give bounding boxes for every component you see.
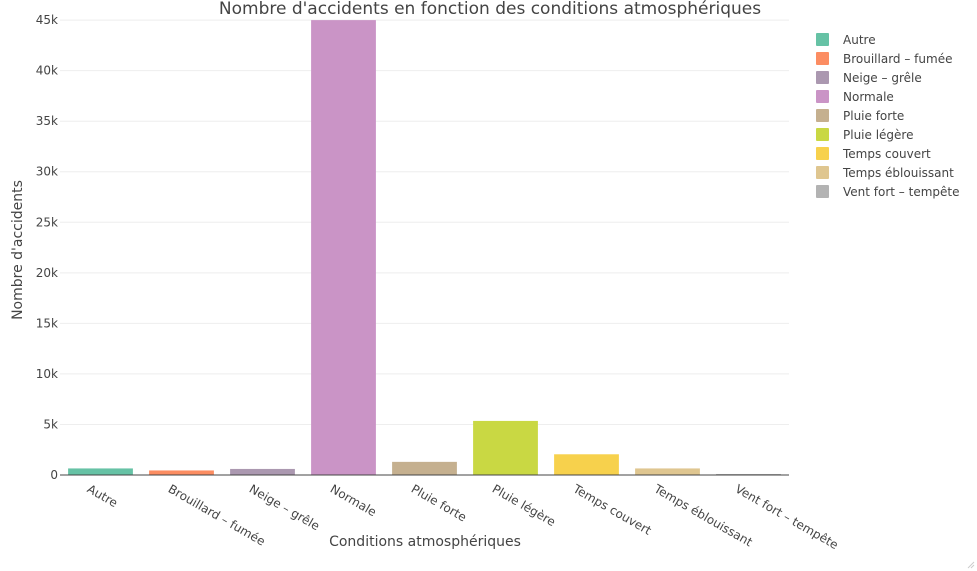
resize-grip-icon[interactable] [967, 561, 975, 569]
legend-swatch [816, 33, 829, 46]
bar[interactable] [716, 473, 781, 475]
y-axis-ticks: 0 5k 10k 15k 20k 25k 30k 35k 40k 45k [36, 13, 58, 482]
legend-item[interactable]: Pluie forte [816, 106, 959, 125]
legend-item[interactable]: Neige – grêle [816, 68, 959, 87]
x-tick-label: Neige – grêle [247, 482, 322, 533]
legend-item[interactable]: Temps couvert [816, 144, 959, 163]
legend-item[interactable]: Autre [816, 30, 959, 49]
x-tick-label: Pluie forte [409, 482, 469, 525]
x-tick-label: Autre [85, 482, 120, 510]
legend-swatch [816, 52, 829, 65]
x-axis-title: Conditions atmosphériques [329, 534, 521, 550]
bar[interactable] [230, 468, 295, 475]
legend-swatch [816, 166, 829, 179]
y-tick-label: 40k [36, 64, 58, 78]
y-tick-label: 30k [36, 165, 58, 179]
gridlines [60, 19, 789, 425]
y-tick-label: 20k [36, 266, 58, 280]
bar[interactable] [392, 461, 457, 475]
bar[interactable] [149, 470, 214, 475]
legend-label: Vent fort – tempête [843, 184, 960, 199]
bar[interactable] [554, 454, 619, 475]
y-tick-label: 0 [50, 468, 58, 482]
y-tick-label: 45k [36, 13, 58, 27]
legend-label: Temps éblouissant [843, 165, 954, 180]
legend-label: Temps couvert [843, 146, 931, 161]
y-tick-label: 5k [43, 417, 58, 431]
legend: Autre Brouillard – fumée Neige – grêle Norm… [816, 30, 959, 201]
legend-label: Pluie forte [843, 108, 905, 123]
legend-item[interactable]: Normale [816, 87, 959, 106]
bars[interactable] [68, 20, 781, 475]
y-tick-label: 15k [36, 316, 58, 330]
bar[interactable] [311, 20, 376, 475]
legend-swatch [816, 185, 829, 198]
legend-label: Pluie légère [843, 127, 914, 142]
legend-label: Neige – grêle [843, 70, 922, 85]
legend-item[interactable]: Vent fort – tempête [816, 182, 959, 201]
legend-swatch [816, 71, 829, 84]
legend-label: Normale [843, 89, 894, 104]
legend-swatch [816, 109, 829, 122]
chart-title: Nombre d'accidents en fonction des condi… [219, 0, 761, 19]
bar[interactable] [68, 468, 133, 475]
legend-swatch [816, 90, 829, 103]
y-tick-label: 35k [36, 114, 58, 128]
y-tick-label: 10k [36, 367, 58, 381]
legend-item[interactable]: Brouillard – fumée [816, 49, 959, 68]
y-tick-label: 25k [36, 215, 58, 229]
bar[interactable] [635, 468, 700, 475]
y-axis-title: Nombre d'accidents [10, 180, 26, 320]
x-tick-label: Pluie légère [490, 482, 558, 529]
legend-swatch [816, 128, 829, 141]
legend-item[interactable]: Temps éblouissant [816, 163, 959, 182]
x-tick-label: Normale [328, 482, 379, 520]
legend-label: Brouillard – fumée [843, 51, 953, 66]
legend-item[interactable]: Pluie légère [816, 125, 959, 144]
x-tick-label: Temps couvert [570, 481, 654, 538]
bar[interactable] [473, 420, 538, 475]
legend-swatch [816, 147, 829, 160]
legend-label: Autre [843, 32, 876, 47]
